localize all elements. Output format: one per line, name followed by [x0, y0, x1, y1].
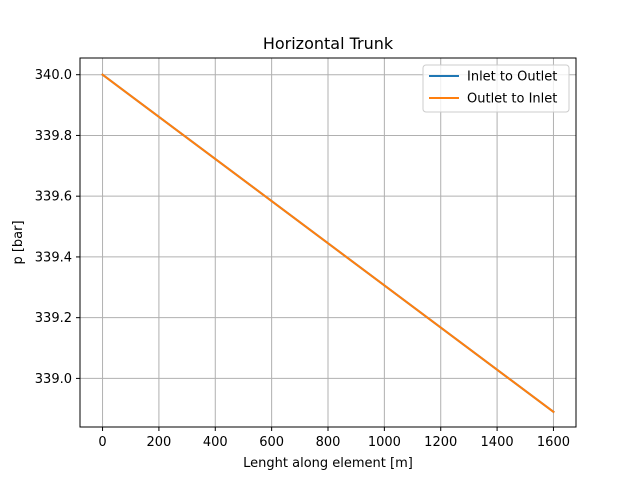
chart-title: Horizontal Trunk [263, 34, 394, 53]
x-tick-label: 600 [259, 435, 284, 450]
y-tick-label: 339.6 [35, 190, 72, 205]
y-axis-label: p [bar] [11, 220, 26, 264]
y-tick-label: 339.0 [35, 372, 72, 387]
series-lines [101, 73, 555, 414]
x-axis-label: Lenght along element [m] [243, 456, 413, 471]
y-tick-label: 340.0 [35, 68, 72, 83]
x-tick-label: 200 [146, 435, 171, 450]
y-axis: 339.0 339.2 339.4 339.6 339.8 340.0 [35, 68, 80, 387]
grid [80, 58, 576, 427]
x-tick-label: 800 [316, 435, 341, 450]
x-tick-label: 1400 [481, 435, 514, 450]
legend: Inlet to Outlet Outlet to Inlet [422, 64, 570, 113]
legend-box [422, 64, 570, 113]
y-tick-label: 339.8 [35, 129, 72, 144]
x-tick-label: 1000 [368, 435, 401, 450]
legend-label-1: Outlet to Inlet [467, 92, 557, 107]
series-line-1 [101, 73, 555, 414]
y-tick-label: 339.4 [35, 250, 72, 265]
y-tick-label: 339.2 [35, 311, 72, 326]
x-tick-label: 0 [98, 435, 106, 450]
legend-label-0: Inlet to Outlet [467, 70, 557, 85]
x-axis: 0 200 400 600 800 1000 1200 1400 1600 [98, 427, 570, 450]
x-tick-label: 1600 [537, 435, 570, 450]
x-tick-label: 400 [203, 435, 228, 450]
x-tick-label: 1200 [424, 435, 457, 450]
